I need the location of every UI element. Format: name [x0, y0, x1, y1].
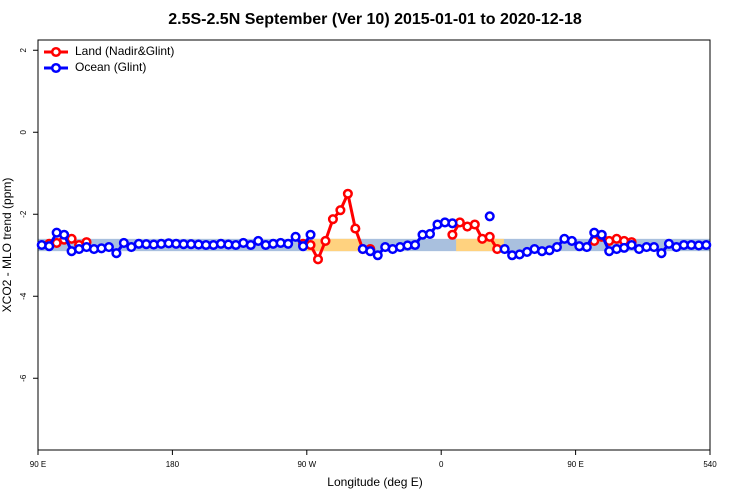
series-marker [447, 218, 458, 229]
series-marker [312, 254, 324, 265]
series-marker [118, 237, 129, 248]
series-marker [596, 229, 607, 240]
series-marker [447, 229, 458, 240]
legend-label: Ocean (Glint) [75, 60, 146, 74]
x-tick-label: 90 E [30, 460, 46, 469]
y-tick-label: 0 [19, 129, 28, 134]
series-marker [66, 233, 77, 244]
series-marker [656, 248, 667, 259]
x-axis-label: Longitude (deg E) [327, 475, 422, 489]
series-marker [290, 231, 301, 242]
series-marker [648, 242, 660, 253]
y-tick-label: -6 [19, 374, 28, 382]
series-marker [484, 211, 495, 222]
series-marker [626, 239, 637, 251]
series-marker [372, 250, 383, 261]
series-marker [59, 229, 70, 240]
x-tick-label: 0 [439, 460, 444, 469]
series-marker [283, 238, 294, 249]
series-marker [342, 188, 353, 199]
x-tick-label: 540 [703, 460, 717, 469]
x-tick-label: 180 [166, 460, 180, 469]
series-marker [365, 246, 376, 257]
series-marker [701, 239, 712, 251]
chart-title: 2.5S-2.5N September (Ver 10) 2015-01-01 … [168, 11, 582, 28]
series-marker [566, 235, 577, 246]
x-tick-label: 90 W [297, 460, 316, 469]
y-axis-label: XCO2 - MLO trend (ppm) [0, 178, 14, 313]
y-tick-label: -4 [19, 292, 28, 300]
x-tick-label: 90 E [567, 460, 583, 469]
legend-marker [50, 46, 62, 58]
series-marker [551, 242, 562, 253]
series-marker [499, 244, 510, 255]
series-marker [44, 241, 55, 252]
series-marker [320, 235, 331, 246]
series-marker [298, 241, 309, 252]
series-marker [111, 248, 122, 259]
series-marker [253, 235, 264, 246]
series-marker [410, 239, 421, 251]
series-marker [350, 223, 361, 234]
series-marker [581, 242, 592, 253]
series-marker [103, 242, 114, 253]
series-marker [484, 231, 495, 242]
land-band [306, 238, 361, 252]
series-marker [424, 228, 436, 239]
y-tick-label: -2 [19, 210, 28, 218]
series-marker [245, 239, 256, 251]
series-marker [469, 219, 480, 230]
legend-marker [50, 62, 62, 74]
series-marker [327, 214, 338, 225]
y-tick-label: 2 [19, 47, 28, 52]
series-marker [335, 205, 346, 216]
series-marker [305, 229, 316, 240]
legend-label: Land (Nadir&Glint) [75, 44, 174, 58]
